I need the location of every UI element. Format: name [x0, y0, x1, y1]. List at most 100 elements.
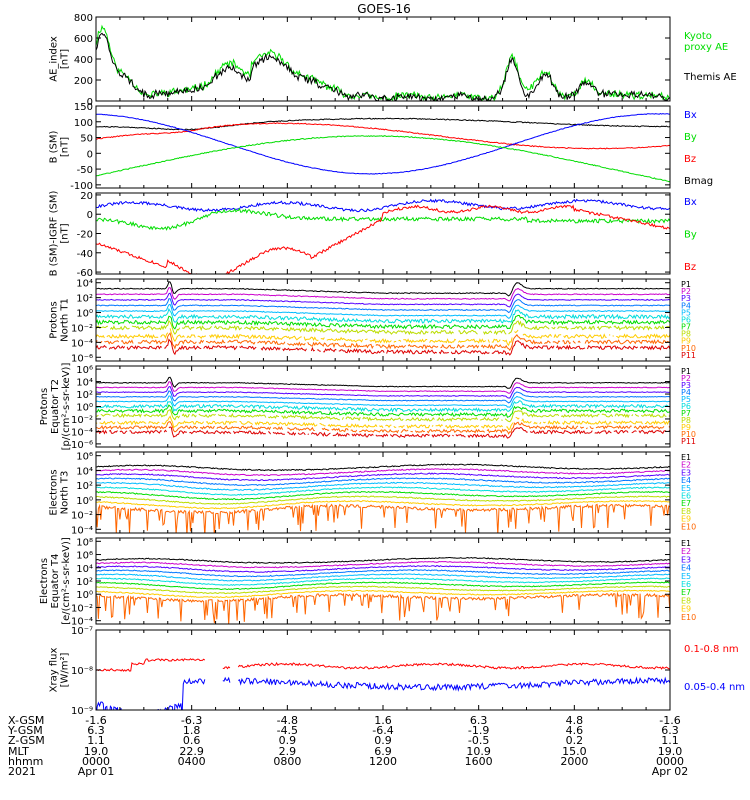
panel-en-legend-E4: E4: [681, 476, 691, 485]
xaxis-row-label: Z-GSM: [8, 734, 45, 747]
panel-en-legend-E7: E7: [681, 499, 691, 508]
en-channel-6-line: [96, 486, 670, 496]
panel-bigrf-ytick-label: 0: [87, 210, 93, 221]
xaxis-row-value: 1200: [369, 755, 397, 768]
xaxis-row-value: Apr 02: [652, 765, 689, 778]
panel-en-ytick-label: 10⁴: [76, 466, 93, 477]
panel-ae-ytick-label: 400: [74, 55, 93, 66]
panel-pn-legend-P7: P7: [681, 323, 691, 332]
panel-en-legend-E10: E10: [681, 522, 696, 531]
pn-channel-11-line: [96, 338, 670, 356]
panel-ae-series: [96, 24, 670, 101]
panel-ae-ytick-label: 200: [74, 76, 93, 87]
xaxis-row-value: -6.4: [372, 724, 393, 737]
pn-channel-8-line: [96, 319, 670, 336]
xray-long-line: [96, 658, 670, 672]
panel-ee-ytick-label: 10⁸: [76, 537, 93, 548]
panel-pe-ytick-label: 10⁻⁶: [71, 440, 93, 451]
xaxis-row-value: 0800: [273, 755, 301, 768]
panel-ee-ytick-label: 10⁰: [76, 590, 93, 601]
panel-en-ytick-label: 10⁻²: [71, 511, 93, 522]
xaxis-row-value: 19.0: [84, 745, 109, 758]
xaxis-row-value: 22.9: [179, 745, 204, 758]
panel-pe-legend-P3: P3: [681, 381, 691, 390]
panel-bsm-ytick-label: 150: [74, 102, 93, 113]
panel-pe-legend-P7: P7: [681, 409, 691, 418]
pe-channel-1-line: [96, 376, 670, 389]
panel-pe-ytick-label: 10⁻²: [71, 415, 93, 426]
panel-bsm-legend-2: By: [684, 132, 697, 143]
en-channel-9-line: [96, 499, 670, 510]
panel-bigrf-ytick-label: -60: [77, 268, 93, 279]
panel-ae-ytick-label: 800: [74, 13, 93, 24]
panel-en-series: [96, 463, 670, 533]
xaxis-row-value: 6.3: [661, 724, 679, 737]
ee-channel-1-line: [96, 556, 670, 564]
xaxis-row-label: Y-GSM: [7, 724, 43, 737]
panel-ee-legend-E9: E9: [681, 605, 691, 614]
xaxis-row-value: 10.9: [466, 745, 491, 758]
xaxis-row-value: -0.5: [468, 734, 489, 747]
panel-bsm-ytick-label: -50: [77, 165, 93, 176]
panel-xray-ylabel: [W/m²]: [60, 652, 71, 687]
panel-bigrf-frame: [95, 192, 671, 275]
panel-pe-ylabel: Equator T2: [50, 379, 61, 434]
panel-pn-legend-P3: P3: [681, 294, 691, 303]
xaxis-row-value: 0400: [178, 755, 206, 768]
panel-bsm-legend-1: Bx: [684, 110, 697, 121]
xaxis-row-label: X-GSM: [8, 714, 44, 727]
panel-en-frame: [95, 451, 671, 534]
panel-pn-ytick-label: 10⁴: [76, 279, 93, 290]
panel-bigrf-ytick-label: -20: [77, 230, 93, 241]
ee-channel-2-line: [96, 560, 670, 569]
pe-channel-4-line: [96, 390, 670, 404]
xaxis-row-value: -1.6: [85, 714, 106, 727]
en-channel-2-line: [96, 468, 670, 477]
panel-pn-legend-P1: P1: [681, 280, 691, 289]
panel-en-ylabel: North T3: [60, 471, 71, 515]
panel-ae-legend-3: Themis AE: [683, 72, 737, 83]
panel-en-legend-E8: E8: [681, 507, 691, 516]
xaxis-row-value: 1.1: [87, 734, 105, 747]
pn-channel-5-line: [96, 303, 670, 319]
bx-igrf-line: [96, 198, 670, 213]
pn-channel-6-line: [96, 307, 670, 324]
panel-en-legend-E3: E3: [681, 468, 691, 477]
xaxis-row-value: -4.5: [277, 724, 298, 737]
ae-themis-line: [96, 32, 670, 101]
xaxis-row-value: -4.8: [277, 714, 298, 727]
panel-pe-ytick-label: 10⁰: [76, 403, 93, 414]
panel-pe-legend-P6: P6: [681, 402, 691, 411]
panel-en-ytick-label: 10²: [76, 481, 93, 492]
pe-channel-5-line: [96, 395, 670, 408]
panel-xray-ylabel: Xray flux: [49, 648, 60, 693]
xaxis-row-value: 0.9: [279, 734, 297, 747]
ee-channel-3-line: [96, 565, 670, 573]
panel-bsm-ytick-label: 0: [87, 149, 93, 160]
panel-pe-legend-P1: P1: [681, 367, 691, 376]
pe-channel-8-line: [96, 408, 670, 423]
panel-pe-ytick-label: 10⁴: [76, 378, 93, 389]
panel-pe-legend-P8: P8: [681, 416, 691, 425]
xaxis-row-value: 6.3: [470, 714, 488, 727]
panel-pn-ytick-label: 10⁻⁴: [71, 338, 93, 349]
panel-xray-frame: [95, 629, 671, 711]
panel-en-legend-E1: E1: [681, 453, 691, 462]
en-channel-4-line: [96, 477, 670, 487]
pe-channel-7-line: [96, 404, 670, 418]
xaxis-row-value: 1.6: [374, 714, 392, 727]
panel-ee-legend-E7: E7: [681, 588, 691, 597]
x-axis-table: X-GSM -1.6 -6.3 -4.8 1.6 6.3 4.8 -1.6Y-GSM 6.3 1.…: [7, 714, 688, 778]
panel-pn-legend-P10: P10: [681, 344, 696, 353]
panel-pn-ylabel: North T1: [60, 298, 71, 342]
panel-ee-ytick-label: 10⁻⁴: [71, 617, 93, 628]
panel-bigrf-legend-1: Bx: [684, 197, 697, 208]
panel-ae-frame: [95, 16, 671, 102]
by-igrf-line: [96, 207, 670, 231]
panel-ae-ylabel: AE_index: [49, 36, 60, 82]
pe-channel-6-line: [96, 400, 670, 413]
ee-channel-10-line: [96, 591, 670, 624]
